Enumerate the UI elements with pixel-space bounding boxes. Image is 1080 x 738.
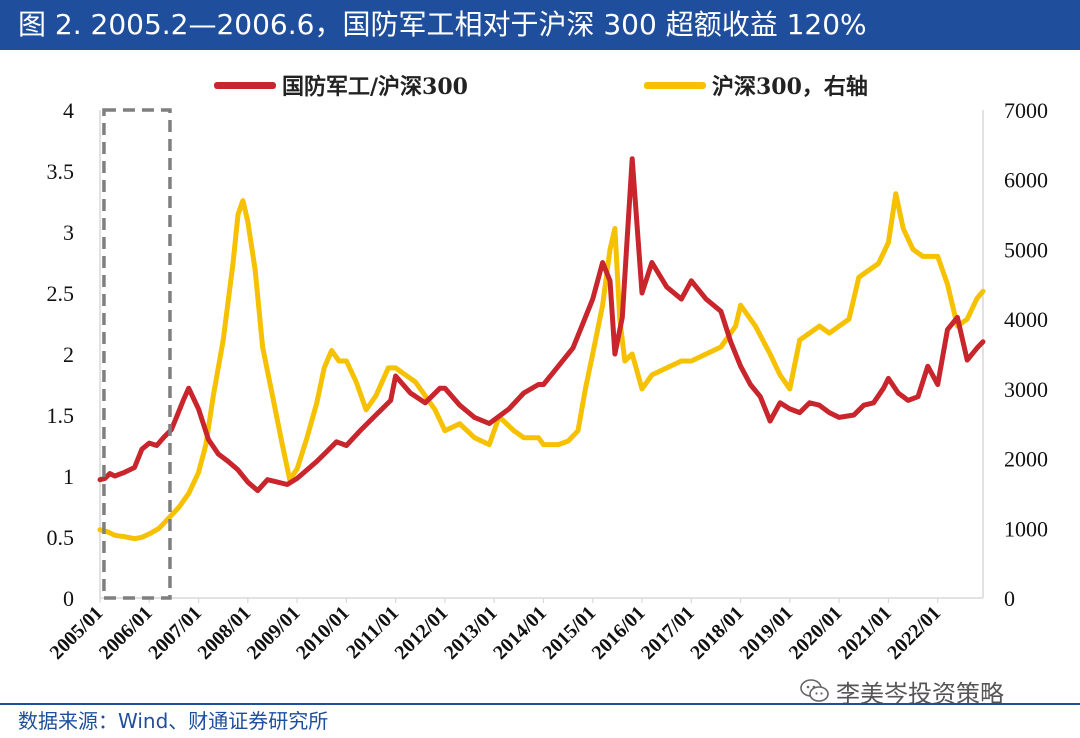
chart-title: 图 2. 2005.2—2006.6，国防军工相对于沪深 300 超额收益 12… <box>18 8 867 41</box>
x-tick-label: 2014/01 <box>489 602 551 664</box>
left-tick-label: 2.5 <box>47 281 75 306</box>
highlight-box <box>102 108 172 600</box>
x-tick-label: 2007/01 <box>144 602 206 664</box>
right-tick-label: 6000 <box>1004 168 1048 193</box>
left-tick-label: 4 <box>63 98 74 123</box>
left-tick-label: 3.5 <box>47 159 75 184</box>
x-tick-label: 2019/01 <box>735 602 797 664</box>
x-tick-label: 2020/01 <box>785 602 847 664</box>
x-tick-label: 2010/01 <box>292 602 354 664</box>
left-tick-label: 0.5 <box>47 525 75 550</box>
right-tick-label: 0 <box>1004 586 1015 611</box>
x-tick-label: 2017/01 <box>637 602 699 664</box>
data-source: 数据来源：Wind、财通证券研究所 <box>18 709 329 733</box>
legend-swatch-relative <box>214 81 276 89</box>
title-bar: 图 2. 2005.2—2006.6，国防军工相对于沪深 300 超额收益 12… <box>0 0 1080 50</box>
legend-item-hs300: 沪深300，右轴 <box>644 70 868 100</box>
legend-label-hs300: 沪深300，右轴 <box>712 74 868 100</box>
left-tick-label: 1.5 <box>47 403 75 428</box>
x-tick-label: 2016/01 <box>588 602 650 664</box>
series-line-relative <box>97 156 986 494</box>
legend-swatch-hs300 <box>644 81 706 89</box>
left-tick-label: 1 <box>63 464 74 489</box>
x-tick-label: 2021/01 <box>834 602 896 664</box>
x-tick-label: 2011/01 <box>342 602 403 663</box>
watermark-text: 李美岑投资策略 <box>836 679 1004 708</box>
x-tick-label: 2009/01 <box>243 602 305 664</box>
right-tick-label: 4000 <box>1004 307 1048 332</box>
axes <box>99 110 984 599</box>
watermark: 李美岑投资策略 <box>800 674 1004 708</box>
series-line-hs300 <box>97 191 986 542</box>
x-tick-label: 2008/01 <box>193 602 255 664</box>
left-tick-label: 0 <box>63 586 74 611</box>
x-tick-label: 2005/01 <box>46 602 108 664</box>
right-tick-label: 2000 <box>1004 447 1048 472</box>
right-tick-label: 3000 <box>1004 377 1048 402</box>
left-tick-label: 3 <box>63 220 74 245</box>
x-tick-label: 2012/01 <box>391 602 453 664</box>
x-tick-label: 2013/01 <box>440 602 502 664</box>
x-tick-label: 2018/01 <box>686 602 748 664</box>
left-tick-label: 2 <box>63 342 74 367</box>
legend-item-relative: 国防军工/沪深300 <box>214 70 468 100</box>
footer-rule <box>0 703 1080 705</box>
legend-label-relative: 国防军工/沪深300 <box>282 74 468 100</box>
right-tick-label: 5000 <box>1004 237 1048 262</box>
right-tick-label: 1000 <box>1004 516 1048 541</box>
x-tick-label: 2022/01 <box>883 602 945 664</box>
series-lines <box>97 156 986 542</box>
highlight-layer <box>102 108 172 600</box>
x-tick-label: 2006/01 <box>95 602 157 664</box>
right-tick-label: 7000 <box>1004 98 1048 123</box>
wechat-icon <box>800 679 829 702</box>
x-tick-label: 2015/01 <box>538 602 600 664</box>
